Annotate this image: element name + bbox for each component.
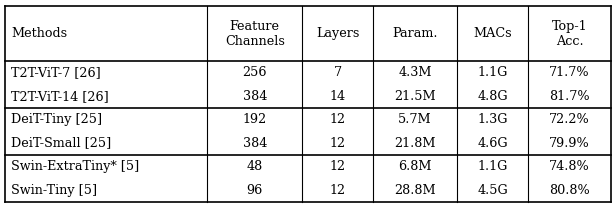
Text: 21.5M: 21.5M <box>394 90 436 103</box>
Text: Layers: Layers <box>316 27 359 40</box>
Text: 4.8G: 4.8G <box>477 90 508 103</box>
Text: 71.7%: 71.7% <box>549 66 590 79</box>
Text: 21.8M: 21.8M <box>394 137 436 150</box>
Text: 1.3G: 1.3G <box>477 113 508 126</box>
Text: 81.7%: 81.7% <box>549 90 590 103</box>
Text: 48: 48 <box>246 160 263 173</box>
Text: Methods: Methods <box>11 27 67 40</box>
Text: 14: 14 <box>330 90 346 103</box>
Text: 4.6G: 4.6G <box>477 137 508 150</box>
Text: Top-1
Acc.: Top-1 Acc. <box>552 20 587 48</box>
Text: 6.8M: 6.8M <box>399 160 432 173</box>
Text: 72.2%: 72.2% <box>549 113 590 126</box>
Text: 79.9%: 79.9% <box>549 137 590 150</box>
Text: 384: 384 <box>243 90 267 103</box>
Text: 12: 12 <box>330 137 346 150</box>
Text: 80.8%: 80.8% <box>549 183 590 197</box>
Text: 7: 7 <box>333 66 342 79</box>
Text: 1.1G: 1.1G <box>477 160 508 173</box>
Text: 1.1G: 1.1G <box>477 66 508 79</box>
Text: 96: 96 <box>246 183 263 197</box>
Text: DeiT-Small [25]: DeiT-Small [25] <box>11 137 111 150</box>
Text: DeiT-Tiny [25]: DeiT-Tiny [25] <box>11 113 102 126</box>
Text: 5.7M: 5.7M <box>399 113 432 126</box>
Text: MACs: MACs <box>473 27 512 40</box>
Text: 384: 384 <box>243 137 267 150</box>
Text: 12: 12 <box>330 160 346 173</box>
Text: T2T-ViT-14 [26]: T2T-ViT-14 [26] <box>11 90 109 103</box>
Text: T2T-ViT-7 [26]: T2T-ViT-7 [26] <box>11 66 101 79</box>
Text: Swin-Tiny [5]: Swin-Tiny [5] <box>11 183 97 197</box>
Text: Swin-ExtraTiny* [5]: Swin-ExtraTiny* [5] <box>11 160 139 173</box>
Text: 12: 12 <box>330 183 346 197</box>
Text: 28.8M: 28.8M <box>394 183 436 197</box>
Text: 74.8%: 74.8% <box>549 160 590 173</box>
Text: Param.: Param. <box>392 27 438 40</box>
Text: 4.3M: 4.3M <box>399 66 432 79</box>
Text: 12: 12 <box>330 113 346 126</box>
Text: 256: 256 <box>243 66 267 79</box>
Text: 192: 192 <box>243 113 267 126</box>
Text: 4.5G: 4.5G <box>477 183 508 197</box>
Text: Feature
Channels: Feature Channels <box>225 20 285 48</box>
